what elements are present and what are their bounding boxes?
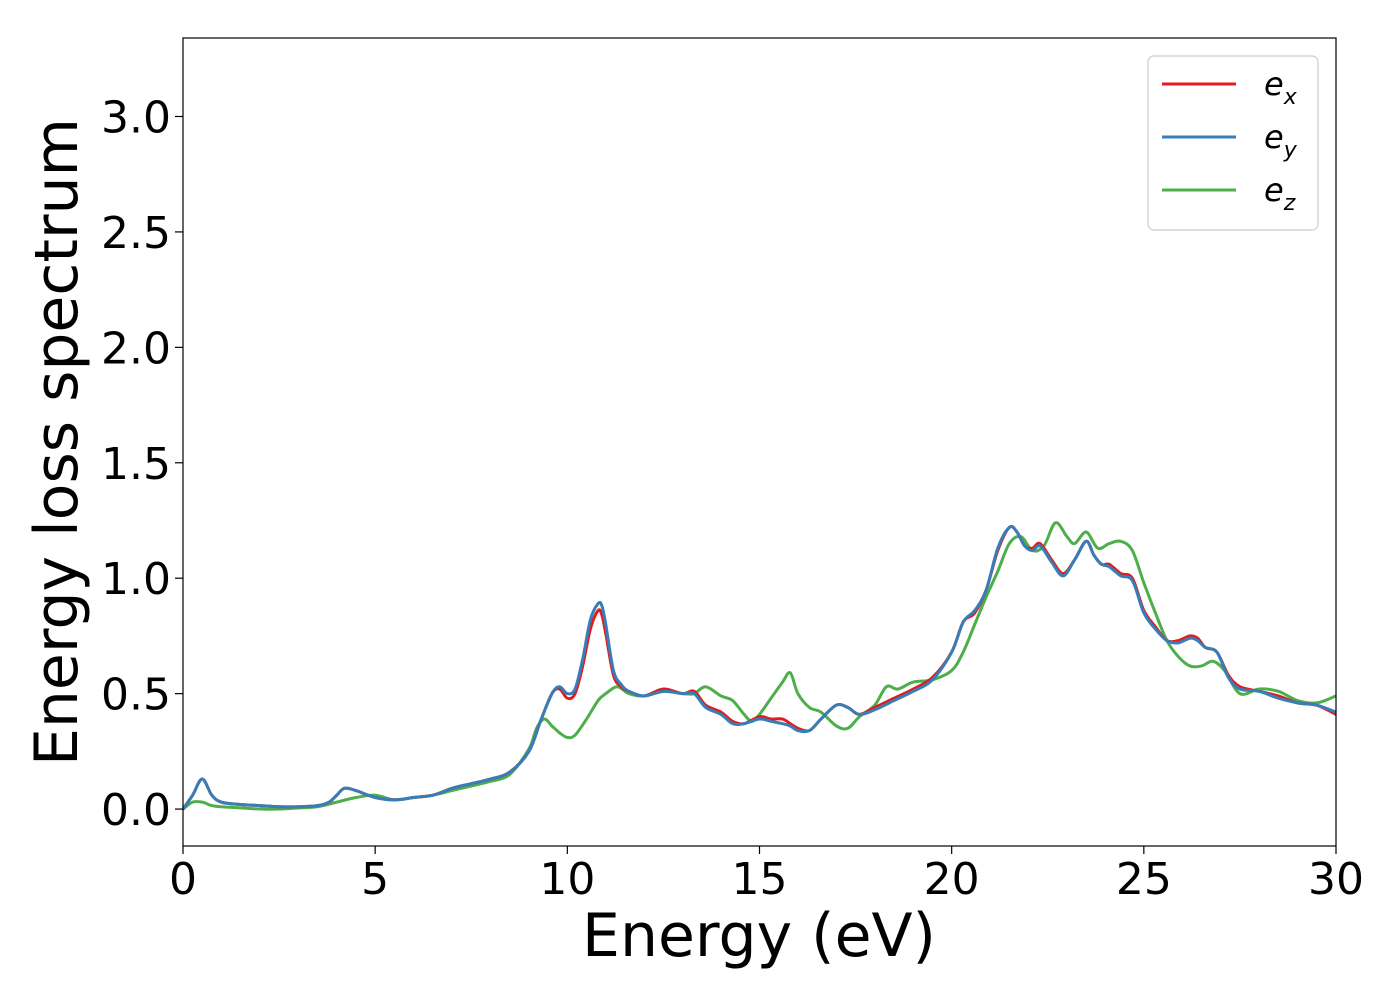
legend-box (1147, 55, 1319, 231)
x-tick-label: 10 (539, 854, 595, 905)
x-tick-label: 30 (1308, 854, 1364, 905)
legend-label-e-z: ez (1264, 171, 1296, 216)
legend: ex ey ez (1147, 55, 1319, 231)
series-layer (183, 521, 1336, 811)
x-tick-label: 5 (361, 854, 389, 905)
y-tick-label: 0.0 (101, 785, 171, 836)
x-axis-title: Energy (eV) (582, 901, 936, 971)
legend-label-e-y: ey (1264, 118, 1298, 163)
series-line-e-y (183, 525, 1336, 811)
x-tick-label: 25 (1116, 854, 1172, 905)
x-tick-label: 20 (924, 854, 980, 905)
y-axis-title: Energy loss spectrum (22, 118, 92, 766)
y-tick-label: 0.5 (101, 670, 171, 721)
y-tick-label: 2.0 (101, 323, 171, 374)
y-tick-label: 1.0 (101, 554, 171, 605)
legend-label-e-x: ex (1264, 65, 1298, 110)
y-axis: 0.0 0.5 1.0 1.5 2.0 2.5 3.0 (101, 92, 183, 836)
x-tick-label: 0 (169, 854, 197, 905)
y-tick-label: 1.5 (101, 439, 171, 490)
y-tick-label: 3.0 (101, 92, 171, 143)
x-axis: 0 5 10 15 20 25 30 (169, 846, 1364, 905)
y-tick-label: 2.5 (101, 208, 171, 259)
x-tick-label: 15 (732, 854, 788, 905)
